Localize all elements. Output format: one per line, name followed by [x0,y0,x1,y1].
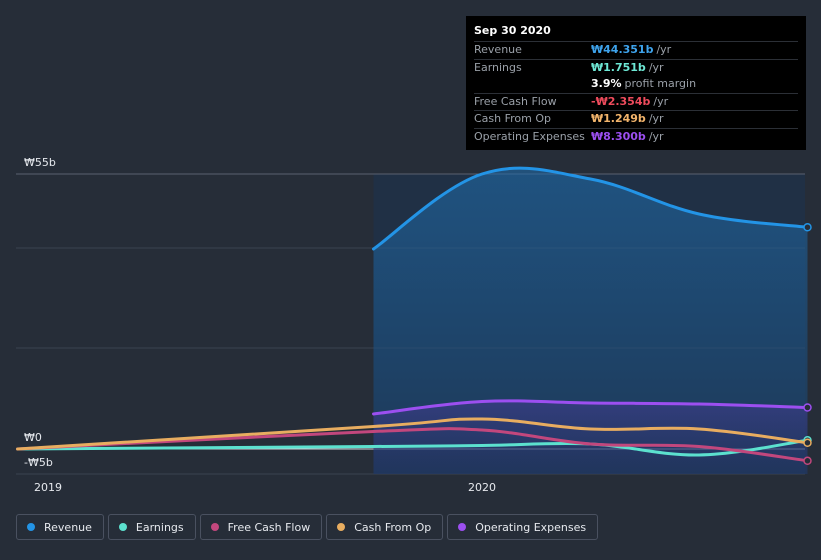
tooltip-value: ₩1.751b [591,60,646,74]
legend-dot-icon [118,523,127,531]
legend-label: Cash From Op [354,520,432,534]
operating-expenses-area [373,400,808,474]
legend-dot-icon [337,523,346,531]
tooltip-row-earnings: Earnings ₩1.751b /yr [474,58,798,77]
revenue-line [372,166,809,251]
y-tick-label: ₩0 [24,431,42,444]
tooltip-unit: /yr [648,129,664,143]
legend-item-free-cash-flow[interactable]: Free Cash Flow [199,514,323,540]
tooltip-row-revenue: Revenue ₩44.351b /yr [474,41,798,59]
legend-dot-icon [27,523,35,531]
operating-expenses-line [372,399,809,416]
profit-margin-text: profit margin [624,77,697,91]
tooltip-unit: /yr [648,112,664,126]
cash-from-op-line [16,417,809,451]
tooltip-value: -₩2.354b [591,94,651,108]
cash-from-op-end-marker [803,438,812,448]
tooltip-unit: /yr [653,94,669,108]
x-tick-label: 2019 [34,481,62,494]
operating-expenses-end-marker [803,403,812,412]
tooltip-value: ₩44.351b [591,43,654,56]
tooltip-unit: /yr [648,60,664,74]
tooltip-value: ₩8.300b [591,129,646,143]
data-tooltip: Sep 30 2020 Revenue ₩44.351b /yr Earning… [466,16,806,150]
free-cash-flow-end-marker [803,456,812,466]
earnings-line [16,438,809,457]
free-cash-flow-line [16,427,809,463]
tooltip-date: Sep 30 2020 [474,24,551,37]
tooltip-label: Cash From Op [474,112,552,126]
financial-line-chart: ₩55b ₩0 -₩5b 2019 2020 [16,156,812,494]
tooltip-row-operating-expenses: Operating Expenses ₩8.300b /yr [474,127,798,146]
revenue-end-marker [803,222,812,232]
revenue-area [373,168,808,475]
legend-item-revenue[interactable]: Revenue [16,514,104,540]
tooltip-label: Revenue [474,43,522,56]
legend-item-earnings[interactable]: Earnings [107,514,196,540]
tooltip-label: Earnings [474,60,522,74]
legend-label: Free Cash Flow [227,520,311,534]
legend-label: Operating Expenses [475,520,587,534]
legend-label: Revenue [44,520,92,534]
legend-item-operating-expenses[interactable]: Operating Expenses [447,514,599,540]
tooltip-label: Free Cash Flow [474,94,557,108]
y-tick-label: ₩55b [24,156,56,169]
tooltip-value: ₩1.249b [591,112,646,126]
legend-item-cash-from-op[interactable]: Cash From Op [326,514,444,540]
tooltip-label-spacer [474,76,591,93]
legend-label: Earnings [135,520,184,534]
tooltip-row-profit-margin: 3.9% profit margin [474,76,798,93]
y-tick-label: -₩5b [24,456,53,469]
chart-legend: Revenue Earnings Free Cash Flow Cash Fro… [16,514,602,540]
tooltip-label: Operating Expenses [474,129,585,143]
tooltip-unit: /yr [656,43,672,56]
x-tick-label: 2020 [468,481,496,494]
tooltip-row-cash-from-op: Cash From Op ₩1.249b /yr [474,110,798,128]
tooltip-row-free-cash-flow: Free Cash Flow -₩2.354b /yr [474,92,798,111]
legend-dot-icon [458,523,467,531]
profit-margin-value: 3.9% [591,77,622,91]
legend-dot-icon [210,523,219,531]
